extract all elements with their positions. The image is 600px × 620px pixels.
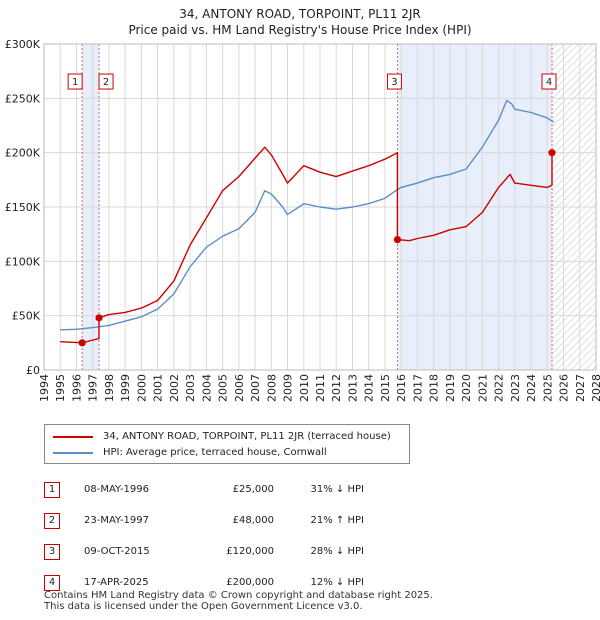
sale-label-box	[67, 73, 83, 90]
x-tick-label: 2001	[152, 374, 165, 402]
legend-label-property: 34, ANTONY ROAD, TORPOINT, PL11 2JR (ter…	[103, 431, 391, 442]
sale-hpi-diff: 21% ↑ HPI	[310, 515, 364, 526]
x-tick-label: 1995	[54, 374, 67, 402]
chart-legend: 34, ANTONY ROAD, TORPOINT, PL11 2JR (ter…	[44, 424, 410, 464]
x-tick-label: 2017	[411, 374, 424, 402]
sale-number-badge: 1	[44, 481, 60, 498]
x-tick-label: 2012	[330, 374, 343, 402]
sale-hpi-diff: 31% ↓ HPI	[310, 484, 364, 495]
sale-date: 23-MAY-1997	[84, 515, 150, 526]
x-tick-label: 2020	[460, 374, 473, 402]
x-tick-label: 2025	[541, 374, 554, 402]
x-tick-label: 2010	[298, 374, 311, 402]
sale-hpi-diff: 12% ↓ HPI	[310, 577, 364, 588]
x-tick-label: 2028	[590, 374, 600, 402]
sale-label-box	[386, 73, 402, 90]
sale-date: 09-OCT-2015	[84, 546, 150, 557]
sale-label-box	[541, 73, 557, 90]
y-tick-label: £150K	[5, 201, 41, 214]
y-tick-label: £200K	[5, 147, 41, 160]
table-row: 1 08-MAY-1996 £25,000 31% ↓ HPI	[44, 474, 364, 505]
sale-date: 17-APR-2025	[84, 577, 149, 588]
sale-price: £200,000	[226, 577, 274, 588]
title-line-1: 34, ANTONY ROAD, TORPOINT, PL11 2JR	[179, 7, 421, 21]
x-tick-label: 2023	[509, 374, 522, 402]
x-tick-label: 2008	[265, 374, 278, 402]
x-tick-label: 2014	[363, 374, 376, 402]
x-tick-label: 2016	[395, 374, 408, 402]
x-tick-label: 2019	[444, 374, 457, 402]
x-tick-label: 2011	[314, 374, 327, 402]
x-tick-label: 2024	[525, 374, 538, 402]
footer-line-2: This data is licensed under the Open Gov…	[44, 601, 363, 612]
sale-point	[393, 236, 402, 244]
legend-label-hpi: HPI: Average price, terraced house, Corn…	[103, 447, 327, 458]
x-tick-label: 1998	[103, 374, 116, 402]
footer-line-1: Contains HM Land Registry data © Crown c…	[44, 590, 433, 601]
x-tick-label: 1999	[119, 374, 132, 402]
sale-date: 08-MAY-1996	[84, 484, 150, 495]
sale-point	[548, 149, 556, 157]
x-tick-label: 2027	[574, 374, 587, 402]
legend-swatch-hpi	[53, 452, 93, 454]
x-tick-label: 2018	[428, 374, 441, 402]
y-tick-label: £250K	[5, 92, 41, 105]
y-tick-label: £300K	[5, 38, 41, 51]
sale-number-badge: 3	[44, 543, 60, 560]
sale-label-box	[98, 73, 114, 90]
sale-hpi-diff: 28% ↓ HPI	[310, 546, 364, 557]
x-tick-label: 2013	[346, 374, 359, 402]
x-tick-label: 2003	[184, 374, 197, 402]
x-tick-label: 2000	[135, 374, 148, 402]
table-row: 2 23-MAY-1997 £48,000 21% ↑ HPI	[44, 505, 364, 536]
chart-title: 34, ANTONY ROAD, TORPOINT, PL11 2JR Pric…	[0, 6, 600, 38]
sale-label-text: 2	[103, 77, 109, 88]
x-tick-label: 2015	[379, 374, 392, 402]
x-tick-label: 2005	[217, 374, 230, 402]
sale-point	[95, 314, 103, 322]
x-tick-label: 1994	[38, 374, 51, 402]
x-tick-label: 2022	[493, 374, 506, 402]
table-row: 3 09-OCT-2015 £120,000 28% ↓ HPI	[44, 536, 364, 567]
x-tick-label: 2009	[282, 374, 295, 402]
property-price-line	[60, 146, 555, 344]
x-tick-label: 2004	[200, 374, 213, 402]
sale-price: £25,000	[232, 484, 274, 495]
sale-point	[78, 339, 86, 347]
footer-attribution: Contains HM Land Registry data © Crown c…	[44, 590, 433, 612]
x-tick-label: 2021	[476, 374, 489, 402]
plot-frame	[43, 43, 597, 371]
legend-swatch-property	[53, 436, 93, 438]
sale-label-text: 4	[546, 77, 552, 88]
y-tick-label: £0	[26, 364, 40, 377]
hpi-line	[60, 99, 555, 331]
table-row: 4 17-APR-2025 £200,000 12% ↓ HPI	[44, 567, 364, 598]
sale-price: £48,000	[232, 515, 274, 526]
x-tick-label: 2006	[233, 374, 246, 402]
x-tick-label: 1996	[70, 374, 83, 402]
sales-table: 1 08-MAY-1996 £25,000 31% ↓ HPI 2 23-MAY…	[44, 474, 364, 598]
sale-number-badge: 4	[44, 574, 60, 591]
y-tick-label: £100K	[5, 255, 41, 268]
y-tick-label: £50K	[12, 310, 41, 323]
x-tick-label: 1997	[87, 374, 100, 402]
sale-price: £120,000	[226, 546, 274, 557]
x-tick-label: 2026	[558, 374, 571, 402]
sale-label-text: 1	[72, 77, 78, 88]
sale-number-badge: 2	[44, 512, 60, 529]
x-tick-label: 2002	[168, 374, 181, 402]
x-tick-label: 2007	[249, 374, 262, 402]
sale-label-text: 3	[391, 77, 397, 88]
title-line-2: Price paid vs. HM Land Registry's House …	[128, 23, 472, 37]
